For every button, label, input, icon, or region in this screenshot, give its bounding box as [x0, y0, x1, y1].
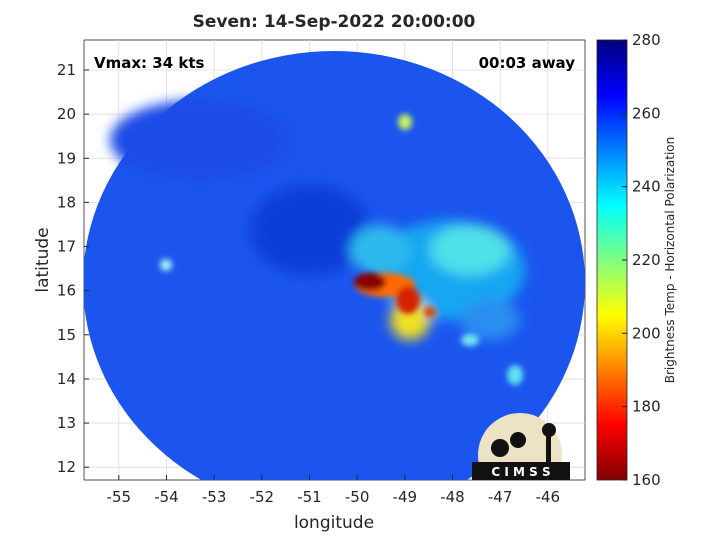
x-axis-label: longitude: [294, 513, 374, 533]
y-axis-label: latitude: [33, 227, 53, 292]
colorbar-tick-label: 200: [632, 324, 661, 342]
colorbar-tick-label: 240: [632, 178, 661, 196]
satellite-image: C I M S S: [84, 51, 585, 480]
y-tick-label: 19: [57, 149, 76, 167]
colorbar-tick-label: 220: [632, 251, 661, 269]
colorbar-tick-label: 280: [632, 31, 661, 49]
logo-text: C I M S S: [491, 465, 550, 479]
x-tick-label: -49: [393, 488, 418, 506]
annotation: 00:03 away: [479, 54, 576, 72]
y-tick-label: 16: [57, 282, 76, 300]
x-tick-label: -55: [107, 488, 132, 506]
colorbar-label: Brightness Temp - Horizontal Polarizatio…: [663, 137, 677, 384]
colorbar-tick-label: 180: [632, 398, 661, 416]
x-tick-label: -52: [250, 488, 275, 506]
annotation: Vmax: 34 kts: [94, 54, 204, 72]
x-tick-label: -53: [202, 488, 227, 506]
x-tick-label: -54: [154, 488, 179, 506]
y-tick-label: 21: [57, 61, 76, 79]
colorbar-tick-label: 260: [632, 104, 661, 122]
x-tick-label: -50: [345, 488, 370, 506]
cimss-logo: C I M S S: [472, 413, 570, 480]
x-tick-label: -47: [488, 488, 513, 506]
y-tick-label: 18: [57, 193, 76, 211]
y-tick-label: 13: [57, 414, 76, 432]
colorbar-tick-label: 160: [632, 471, 661, 489]
y-tick-label: 17: [57, 238, 76, 256]
x-tick-label: -48: [440, 488, 465, 506]
x-tick-label: -46: [536, 488, 561, 506]
y-tick-label: 14: [57, 370, 76, 388]
chart-title: Seven: 14-Sep-2022 20:00:00: [193, 12, 476, 32]
x-tick-label: -51: [297, 488, 322, 506]
y-tick-label: 12: [57, 458, 76, 476]
y-tick-label: 15: [57, 326, 76, 344]
y-tick-label: 20: [57, 105, 76, 123]
